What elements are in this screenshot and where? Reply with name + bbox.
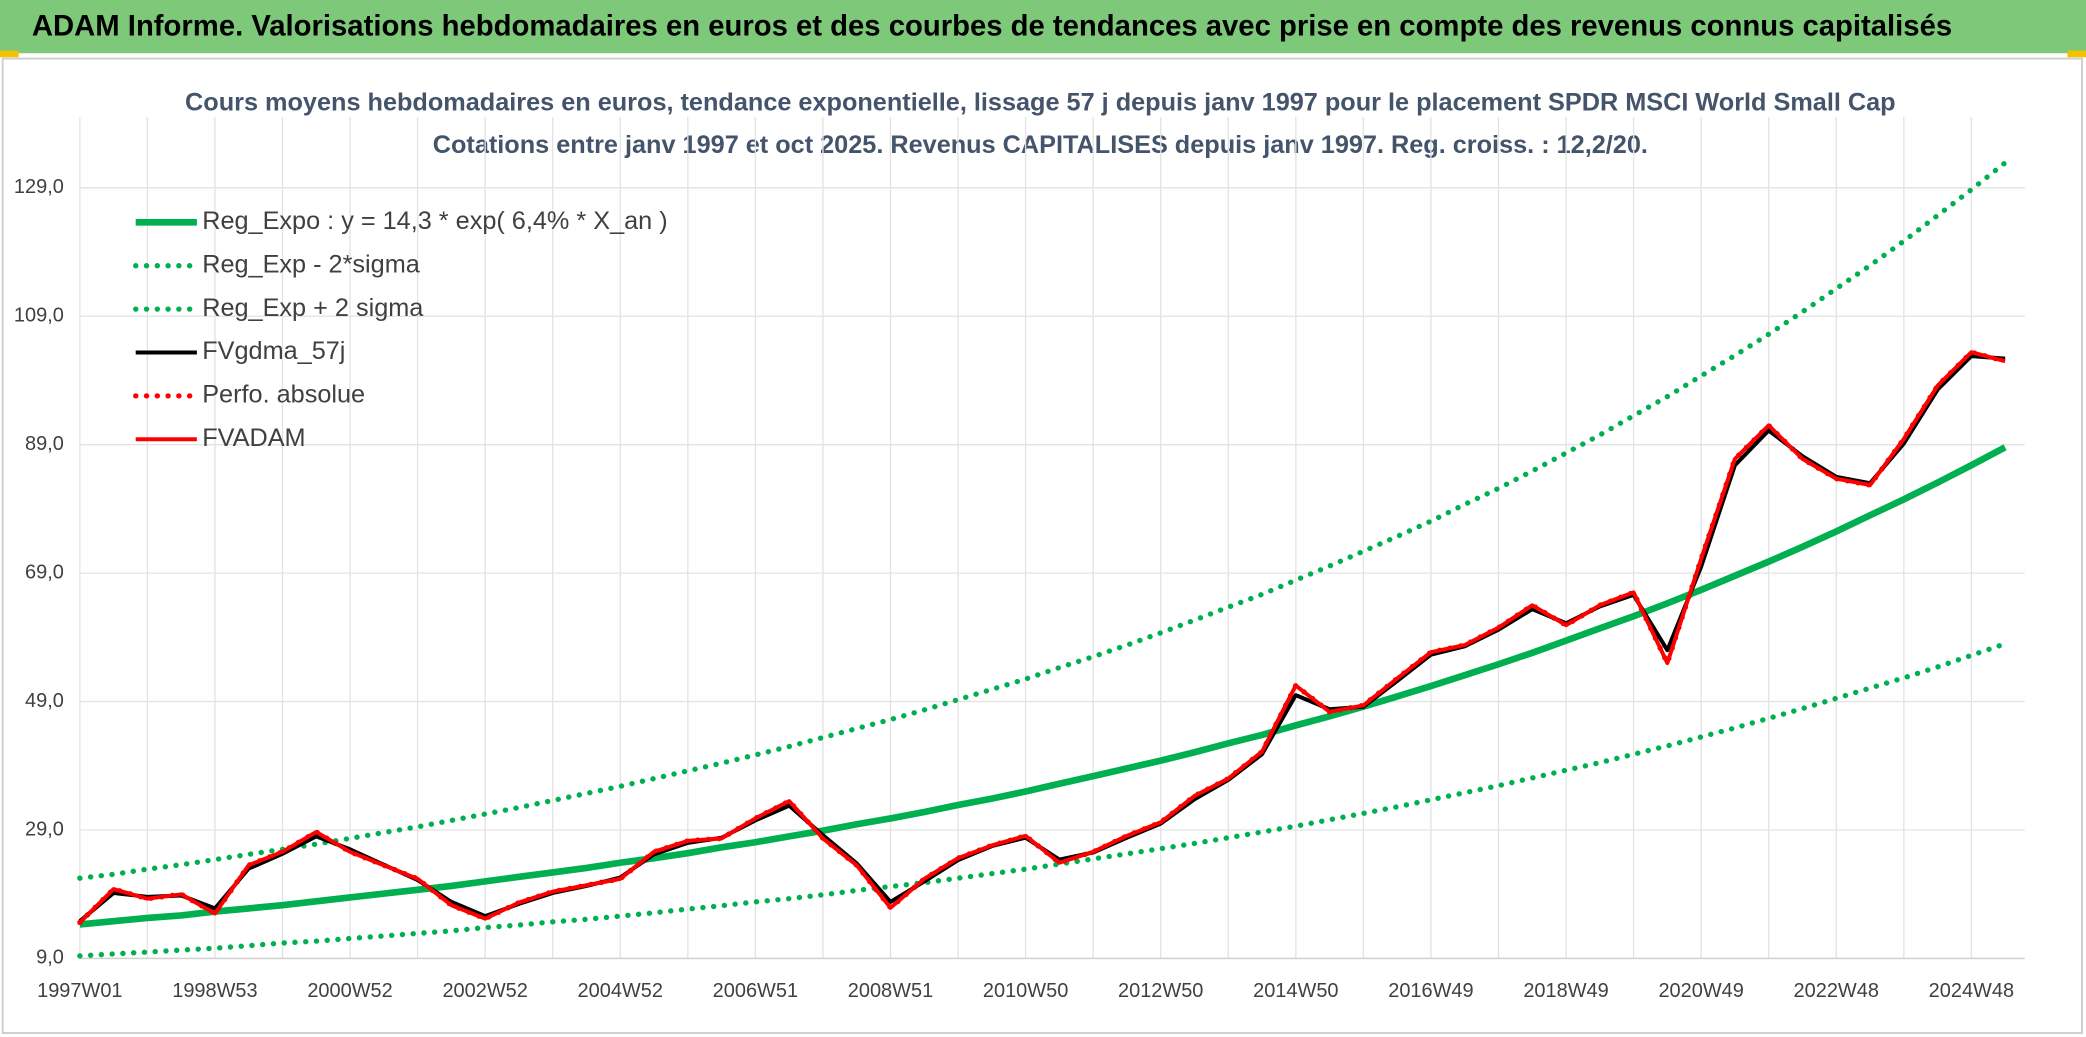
x-tick-label: 2002W52 — [442, 980, 527, 1002]
legend: Reg_Expo : y = 14,3 * exp( 6,4% * X_an )… — [133, 207, 668, 452]
x-tick-label: 2018W49 — [1523, 980, 1608, 1002]
x-tick-label: 2014W50 — [1253, 980, 1338, 1002]
x-tick-label: 2022W48 — [1794, 980, 1879, 1002]
x-tick-label: 2016W49 — [1388, 980, 1473, 1002]
corner-mark — [2067, 50, 2086, 58]
legend-label: Reg_Exp + 2 sigma — [202, 294, 424, 322]
corner-mark — [0, 50, 19, 58]
x-tick-label: 2020W49 — [1658, 980, 1743, 1002]
x-tick-label: 2012W50 — [1118, 980, 1203, 1002]
series-line — [78, 350, 2006, 924]
y-tick-label: 49,0 — [25, 690, 64, 712]
legend-label: FVADAM — [202, 424, 305, 452]
legend-label: Perfo. absolue — [202, 381, 365, 409]
chart-title: Cours moyens hebdomadaires en euros, ten… — [185, 89, 1896, 117]
x-tick-label: 2010W50 — [983, 980, 1068, 1002]
series-line — [77, 641, 2008, 959]
header-title: ADAM Informe. Valorisations hebdomadaire… — [32, 11, 1952, 43]
legend-label: Reg_Expo : y = 14,3 * exp( 6,4% * X_an ) — [202, 207, 667, 235]
x-tick-label: 1998W53 — [172, 980, 257, 1002]
chart-subtitle: Cotations entre janv 1997 et oct 2025. R… — [433, 131, 1648, 159]
x-tick-label: 2000W52 — [307, 980, 392, 1002]
y-tick-label: 109,0 — [14, 304, 64, 326]
x-tick-label: 2008W51 — [848, 980, 933, 1002]
y-tick-label: 129,0 — [14, 176, 64, 198]
plot-lines — [77, 160, 2008, 959]
x-tick-label: 2024W48 — [1929, 980, 2014, 1002]
y-tick-label: 9,0 — [36, 947, 64, 969]
series-line — [79, 444, 2007, 928]
chart-frame — [1, 57, 2084, 1035]
legend-label: FVgdma_57j — [202, 337, 345, 365]
series-line — [77, 160, 2008, 881]
x-tick-label: 2004W52 — [578, 980, 663, 1002]
y-tick-label: 89,0 — [25, 433, 64, 455]
x-tick-label: 2006W51 — [713, 980, 798, 1002]
x-tick-label: 1997W01 — [37, 980, 122, 1002]
y-tick-label: 29,0 — [25, 818, 64, 840]
header-bar — [0, 0, 2086, 54]
legend-label: Reg_Exp - 2*sigma — [202, 250, 421, 278]
y-tick-label: 69,0 — [25, 561, 64, 583]
